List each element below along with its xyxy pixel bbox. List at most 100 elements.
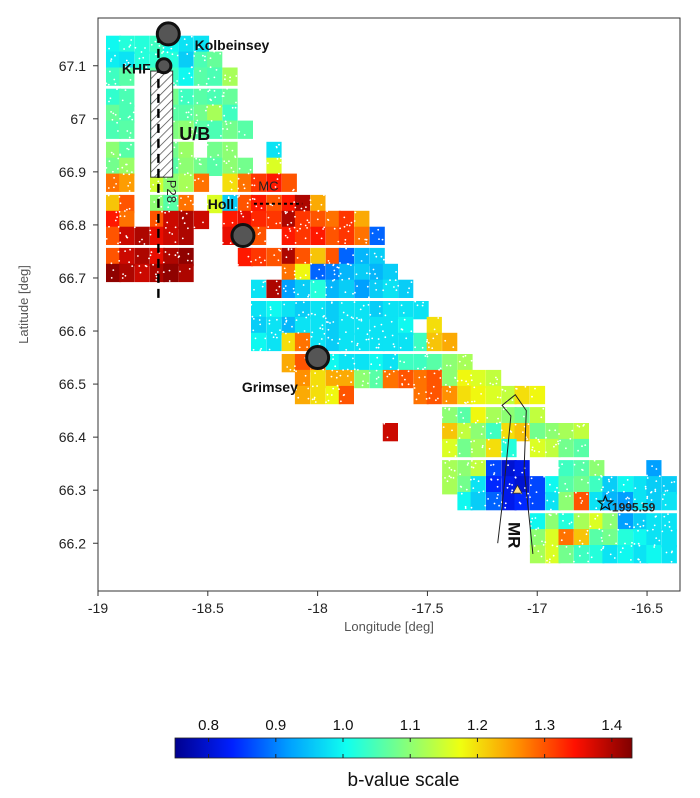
epicenter-dot	[319, 327, 322, 330]
epicenter-dot	[251, 315, 254, 318]
grid-cell	[646, 545, 662, 564]
epicenter-dot	[668, 526, 671, 528]
epicenter-dot	[123, 48, 125, 50]
grid-cell	[150, 263, 166, 283]
epicenter-dot	[124, 63, 126, 65]
grid-cell	[251, 210, 267, 230]
epicenter-dot	[448, 408, 450, 411]
epicenter-dot	[127, 61, 130, 64]
grid-cell	[178, 173, 194, 192]
grid-cell	[529, 513, 546, 532]
epicenter-dot	[137, 255, 139, 257]
epicenter-dot	[199, 70, 202, 72]
epicenter-dot	[207, 77, 210, 80]
epicenter-dot	[115, 183, 117, 185]
grid-cell	[294, 279, 311, 298]
epicenter-dot	[250, 303, 253, 306]
epicenter-dot	[426, 353, 428, 356]
epicenter-dot	[171, 233, 174, 235]
grid-cell	[646, 513, 662, 532]
epicenter-dot	[237, 264, 239, 266]
epicenter-dot	[508, 483, 511, 486]
plot-frame	[97, 17, 681, 592]
grid-cell	[178, 247, 194, 267]
epicenter-dot	[454, 455, 457, 457]
epicenter-dot	[180, 152, 183, 155]
epicenter-dot	[554, 490, 557, 493]
y-tick-label: 66.2	[59, 535, 86, 551]
epicenter-dot	[426, 339, 429, 341]
epicenter-dot	[442, 426, 445, 428]
epicenter-dot	[172, 82, 175, 84]
grid-cell	[617, 545, 633, 564]
epicenter-dot	[202, 180, 204, 183]
epicenter-dot	[633, 526, 635, 529]
epicenter-dot	[161, 210, 163, 213]
grid-cell	[486, 492, 502, 511]
epicenter-dot	[551, 544, 554, 547]
epicenter-dot	[353, 301, 356, 303]
epicenter-dot	[105, 238, 108, 240]
epicenter-dot	[618, 513, 621, 516]
epicenter-dot	[415, 398, 418, 401]
epicenter-dot	[474, 421, 477, 424]
epicenter-dot	[310, 254, 312, 256]
epicenter-dot	[212, 104, 214, 106]
epicenter-dot	[337, 240, 340, 243]
epicenter-dot	[569, 553, 571, 555]
grid-cell	[193, 88, 210, 107]
grid-cell	[573, 423, 589, 442]
epicenter-dot	[168, 202, 171, 205]
epicenter-dot	[168, 253, 171, 256]
epicenter-dot	[155, 53, 157, 56]
epicenter-dot	[664, 524, 666, 527]
epicenter-dot	[108, 160, 111, 163]
epicenter-dot	[246, 206, 249, 208]
epicenter-dot	[187, 253, 190, 255]
epicenter-dot	[569, 438, 572, 440]
epicenter-dot	[386, 375, 389, 378]
epicenter-dot	[513, 469, 515, 472]
epicenter-dot	[601, 530, 604, 532]
epicenter-dot	[533, 450, 536, 452]
epicenter-dot	[200, 163, 202, 166]
x-tick-label: -17.5	[411, 600, 443, 616]
epicenter-dot	[149, 233, 152, 236]
epicenter-dot	[524, 487, 526, 489]
grid-cell	[106, 51, 122, 70]
y-tick-label: 66.3	[59, 482, 86, 498]
epicenter-dot	[310, 312, 313, 315]
epicenter-dot	[168, 280, 171, 282]
epicenter-dot	[421, 346, 424, 349]
epicenter-dot	[534, 387, 536, 390]
label-kolbeinsey: Kolbeinsey	[195, 37, 270, 53]
epicenter-dot	[320, 338, 323, 340]
grid-cell	[251, 247, 267, 267]
label-p28: P28	[164, 180, 179, 203]
epicenter-dot	[283, 323, 286, 325]
epicenter-dot	[667, 513, 669, 515]
grid-cell	[457, 354, 473, 373]
epicenter-dot	[286, 236, 289, 239]
epicenter-dot	[492, 383, 494, 386]
epicenter-dot	[188, 72, 191, 75]
epicenter-dot	[374, 273, 376, 275]
epicenter-dot	[306, 227, 308, 229]
grid-cell	[529, 529, 546, 548]
grid-cell	[163, 173, 179, 192]
epicenter-dot	[595, 497, 598, 500]
x-tick-label: -18.5	[192, 600, 224, 616]
epicenter-dot	[521, 471, 524, 474]
epicenter-dot	[110, 60, 112, 62]
epicenter-dot	[433, 328, 436, 331]
epicenter-dot	[339, 262, 341, 264]
grid-cell	[163, 194, 179, 214]
epicenter-dot	[343, 225, 346, 228]
epicenter-dot	[293, 270, 296, 273]
epicenter-dot	[430, 392, 433, 395]
epicenter-dot	[612, 514, 614, 517]
epicenter-dot	[383, 258, 385, 261]
epicenter-dot	[371, 337, 374, 340]
epicenter-dot	[179, 270, 181, 273]
epicenter-dot	[210, 99, 213, 102]
